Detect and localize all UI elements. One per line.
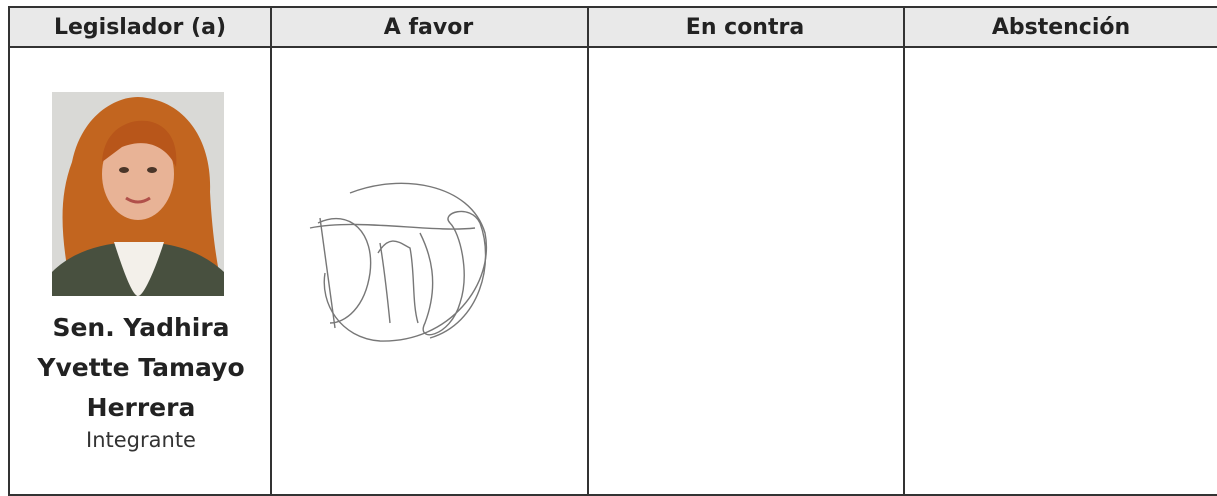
legislator-role: Integrante	[86, 428, 196, 452]
legislator-name: Sen. Yadhira Yvette Tamayo Herrera	[37, 313, 245, 422]
column-divider	[270, 8, 272, 494]
header-cell: Legislador (a)	[10, 8, 270, 48]
column-divider	[587, 8, 589, 494]
column-divider	[903, 8, 905, 494]
header-cell: Abstención	[903, 8, 1217, 48]
vote-table: Legislador (a) A favor En contra Abstenc…	[8, 6, 1217, 496]
signature	[309, 182, 487, 342]
legislator-photo	[52, 92, 224, 296]
header-cell: A favor	[270, 8, 587, 48]
header-cell: En contra	[587, 8, 903, 48]
